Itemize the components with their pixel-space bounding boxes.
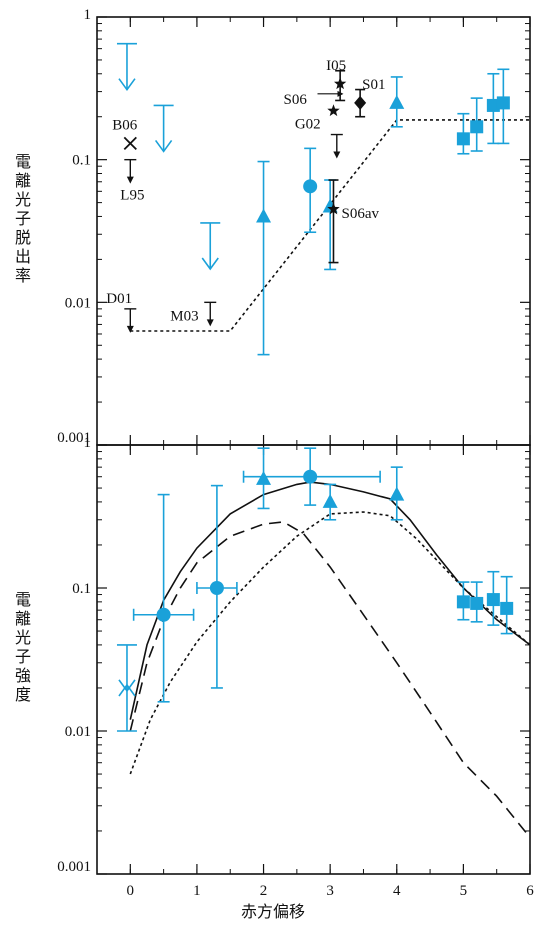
bottom-circle-point	[303, 469, 318, 484]
bottom-triangle-point	[322, 493, 338, 508]
top-ytick-label: 1	[84, 7, 92, 23]
top-s06av-marker	[327, 202, 340, 215]
top-s06-pointer-head	[337, 90, 344, 97]
x-axis-label: 赤方偏移	[240, 902, 305, 921]
bottom-square-point	[456, 595, 470, 609]
bottom-triangle-point	[389, 486, 405, 501]
top-square-point	[486, 98, 500, 112]
top-s01-label: S01	[362, 77, 385, 93]
top-d01-label: D01	[106, 291, 132, 307]
bottom-circle-point	[209, 581, 224, 595]
bottom-ytick-label: 0.1	[72, 581, 91, 597]
bottom-square-point	[470, 596, 484, 610]
x-tick-label: 4	[393, 883, 401, 899]
bottom-square-point	[486, 593, 500, 607]
top-l95-upper-limit-head	[126, 176, 134, 184]
top-triangle-point	[256, 208, 272, 223]
top-cyan-upper-limit-arrow-head	[118, 78, 136, 92]
x-tick-label: 3	[326, 883, 334, 899]
top-square-point	[470, 120, 484, 134]
bottom-ytick-label: 1	[84, 435, 92, 451]
x-tick-label: 0	[127, 883, 135, 899]
top-i05-marker	[334, 77, 347, 90]
top-g02-label: G02	[295, 117, 321, 133]
top-square-point	[496, 96, 510, 110]
bottom-model-dotted-line	[129, 511, 531, 775]
top-s01-marker	[354, 95, 367, 110]
top-l95-label: L95	[120, 188, 144, 204]
top-plot-frame	[96, 16, 531, 446]
top-b06-label: B06	[112, 117, 138, 133]
top-s06-marker	[327, 104, 340, 117]
top-circle-point	[303, 179, 318, 194]
bottom-circle-point	[156, 607, 171, 622]
x-tick-label: 6	[526, 883, 534, 899]
top-ytick-label: 0.001	[57, 430, 91, 446]
bottom-y-axis-label: 電離光子強度	[14, 590, 31, 704]
top-ytick-label: 0.1	[72, 153, 91, 169]
bottom-square-point	[500, 601, 514, 615]
bottom-triangle-point	[256, 470, 272, 485]
top-s06-label: S06	[283, 92, 307, 108]
bottom-cyan-lower-limit-arrow-head	[118, 683, 136, 697]
top-model-dotted-line	[130, 119, 530, 332]
x-tick-label: 1	[193, 883, 201, 899]
x-tick-label: 2	[260, 883, 268, 899]
top-ytick-label: 0.01	[65, 295, 91, 311]
top-m03-label: M03	[170, 308, 198, 324]
top-square-point	[456, 132, 470, 146]
top-d01-upper-limit-head	[126, 325, 134, 333]
x-tick-label: 5	[460, 883, 468, 899]
top-cyan-upper-limit-arrow-head	[201, 257, 219, 271]
top-b06-marker-stroke	[123, 136, 137, 151]
bottom-plot-frame	[96, 444, 531, 875]
top-g02-upper-limit-head	[333, 151, 341, 159]
bottom-ytick-label: 0.001	[57, 859, 91, 875]
top-s06av-label: S06av	[341, 206, 379, 222]
top-triangle-point	[389, 94, 405, 109]
top-cyan-upper-limit-arrow-head	[154, 139, 173, 153]
top-i05-label: I05	[326, 58, 346, 74]
top-y-axis-label: 電離光子脱出率	[14, 152, 31, 285]
bottom-model-dashed-line	[129, 521, 531, 839]
bottom-ytick-label: 0.01	[65, 724, 91, 740]
top-m03-upper-limit-head	[206, 319, 214, 327]
